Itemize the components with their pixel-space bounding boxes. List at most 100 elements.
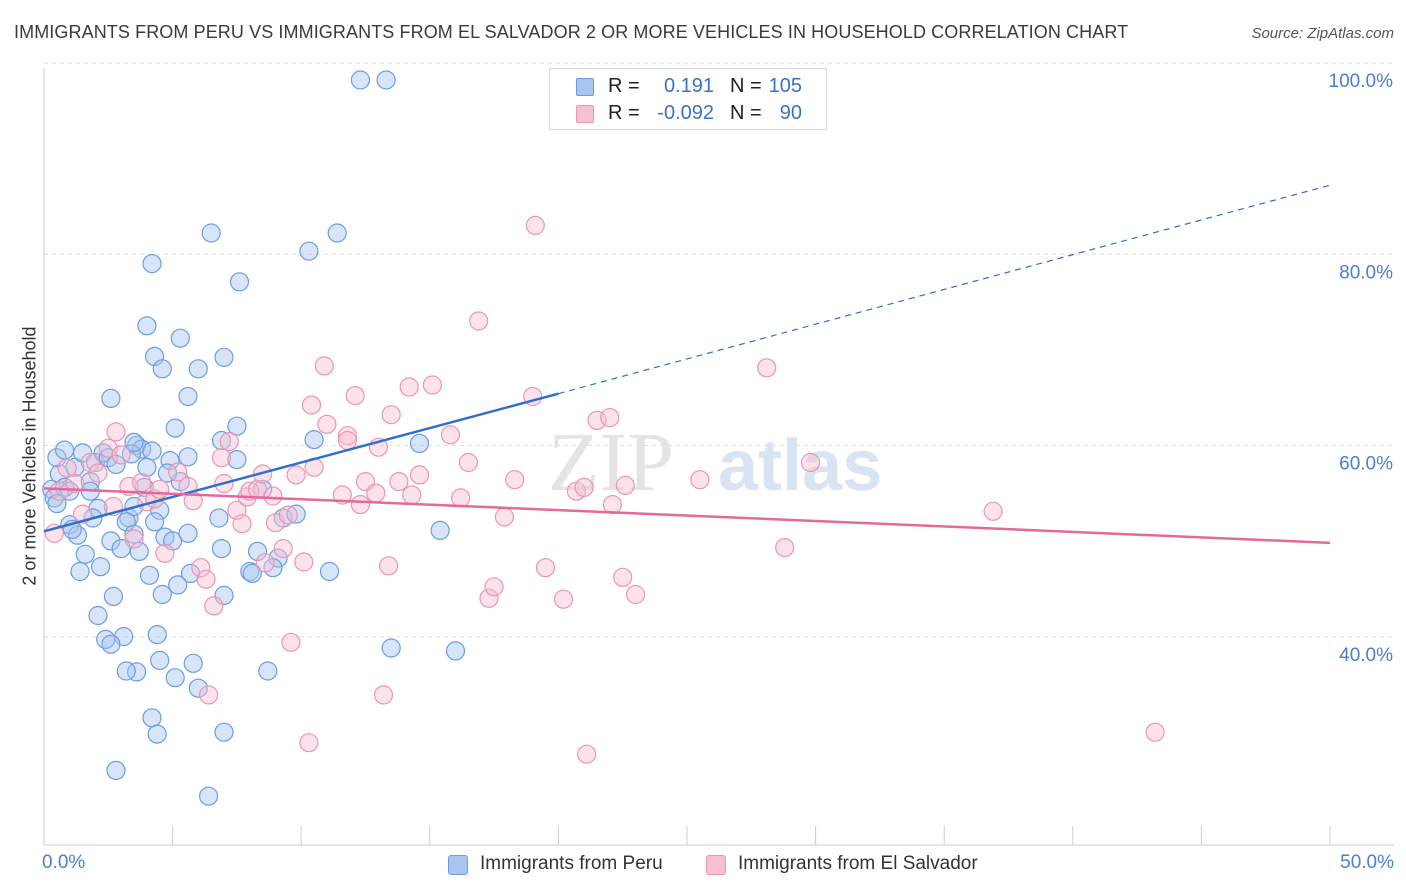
el-salvador-point [350,495,370,515]
peru-point [247,541,268,562]
peru-point [142,708,162,728]
el-salvador-point [65,473,85,494]
watermark-atlas: atlas [718,426,882,506]
y-axis-label: 2 or more Vehicles in Household [19,326,40,586]
el-salvador-point [332,485,352,505]
peru-point [170,328,190,348]
peru-point [129,541,149,562]
el-salvador-point [577,744,597,764]
peru-point [188,359,208,379]
legend-peru-label: Immigrants from Peru [480,853,663,874]
peru-point [178,386,198,407]
peru-point [47,494,67,514]
peru-point [139,565,160,585]
el-salvador-point [57,458,77,478]
y-tick-labels: 40.0% 60.0% 80.0% 100.0% [1329,71,1394,666]
peru-point [124,524,144,544]
peru-point [106,454,126,474]
stats-row-peru: R = 0.191 N = 105 [550,73,826,101]
peru-point [445,641,466,661]
peru-point [165,418,185,438]
x-axis-min-label: 0.0% [42,852,86,873]
el-salvador-point [379,556,399,576]
peru-point [142,254,162,274]
chart-title: IMMIGRANTS FROM PERU VS IMMIGRANTS FROM … [14,22,1129,42]
peru-point [47,448,67,468]
el-salvador-point [337,430,358,451]
el-salvador-point [366,483,386,503]
el-salvador-point [132,473,152,493]
el-salvador-point [124,529,144,549]
el-salvador-point [422,375,442,395]
peru-point [229,272,250,292]
peru-point [211,538,232,559]
el-salvador-point [278,505,298,525]
r-value: 0.191 [663,75,714,97]
el-salvador-point [299,733,319,753]
stats-row-el-salvador: R = -0.092 N = 90 [550,100,826,128]
peru-point [211,430,232,451]
peru-point [75,544,95,564]
el-salvador-trend-line [43,487,1331,545]
peru-point [319,561,340,582]
el-salvador-point [613,567,633,587]
el-salvador-point [535,558,556,578]
el-salvador-point [106,422,126,442]
el-salvador-point [381,405,401,425]
stats-box: R = 0.191 N = 105 R = -0.092 N = 90 [549,68,827,130]
n-value: 90 [779,102,802,124]
peru-point [88,605,108,626]
el-salvador-point [204,596,224,616]
legend-el-salvador-swatch-icon [706,855,726,875]
peru-point [147,724,167,744]
el-salvador-point [494,507,514,527]
y-tick-label: 100.0% [1329,71,1394,92]
peru-point [376,70,396,90]
el-salvador-point [600,408,620,428]
r-label: R = [608,102,640,124]
peru-point [152,359,172,379]
peru-point [67,525,88,545]
peru-point [227,450,247,470]
n-value: 105 [768,75,802,97]
peru-trend-extension [558,184,1331,395]
peru-point [54,440,75,460]
el-salvador-point [458,452,478,473]
peru-point [327,223,347,243]
el-salvador-point [625,584,646,605]
el-salvador-point [983,501,1003,521]
el-salvador-point [389,472,409,492]
peru-point [101,634,121,654]
peru-point [227,416,247,436]
r-label: R = [608,75,640,97]
el-salvador-point [757,358,777,378]
el-salvador-point [399,377,419,397]
peru-point [127,662,147,682]
peru-point [214,585,234,606]
peru-point [258,661,278,681]
peru-point [137,457,157,477]
y-tick-label: 60.0% [1339,454,1393,475]
n-label: N = [730,75,762,97]
el-salvador-point [690,470,710,490]
peru-point [409,433,430,453]
el-salvador-point [1145,722,1165,742]
peru-point [188,678,208,698]
el-salvador-point [196,569,216,589]
peru-point [165,668,185,688]
peru-point [90,557,111,577]
legend-peru-swatch-icon [448,855,468,875]
el-salvador-point [232,514,252,534]
watermark: ZIP atlas [548,416,882,509]
peru-point [54,477,75,497]
legend-el-salvador-label: Immigrants from El Salvador [738,853,978,874]
el-salvador-point [219,431,239,452]
el-salvador-point [373,685,394,705]
el-salvador-point [255,553,275,573]
peru-point [152,584,172,605]
el-salvador-point [314,356,334,376]
peru-swatch-icon [576,78,594,96]
el-salvador-point [80,452,100,473]
peru-point [160,451,180,471]
peru-point [124,432,144,452]
